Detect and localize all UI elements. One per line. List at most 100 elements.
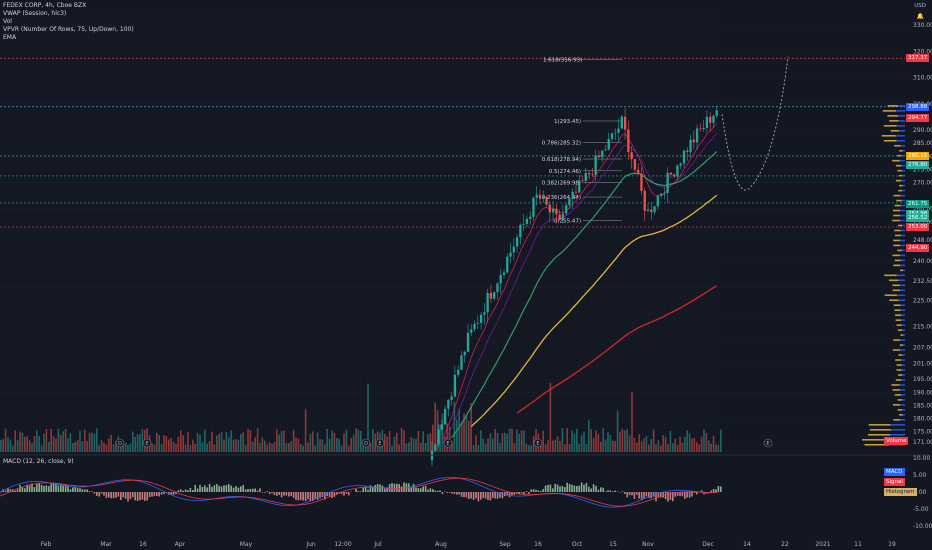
macd-tag[interactable]: Histogram bbox=[884, 488, 917, 496]
macd-axis-label: 5.00 bbox=[913, 472, 927, 479]
macd-histogram-bar bbox=[542, 489, 544, 492]
vpvr-bar-up bbox=[892, 289, 901, 292]
price-tag[interactable]: 244.90 bbox=[906, 244, 930, 253]
price-tag[interactable]: 317.37 bbox=[906, 54, 930, 63]
candle-body bbox=[682, 150, 686, 164]
volume-bar bbox=[328, 438, 331, 452]
macd-histogram-bar bbox=[271, 492, 273, 494]
macd-tag[interactable]: MACD bbox=[884, 468, 905, 476]
macd-histogram-bar bbox=[127, 492, 129, 502]
macd-histogram-bar bbox=[427, 489, 429, 492]
volume-bar bbox=[100, 440, 103, 452]
event-marker-letter: E bbox=[145, 441, 148, 447]
ema-line bbox=[516, 285, 718, 414]
macd-histogram-bar bbox=[602, 487, 604, 492]
price-tag[interactable]: 294.77 bbox=[906, 113, 930, 122]
vpvr-bar-down bbox=[903, 334, 905, 336]
volume-bar bbox=[280, 431, 283, 452]
macd-histogram-bar bbox=[304, 492, 307, 502]
vpvr-bar-up bbox=[896, 154, 902, 157]
macd-histogram-bar bbox=[31, 483, 33, 492]
macd-histogram-bar bbox=[345, 492, 348, 494]
macd-histogram-bar bbox=[585, 482, 588, 492]
time-axis-label: 19 bbox=[888, 541, 896, 548]
volume-bar bbox=[410, 437, 412, 452]
price-tag[interactable]: 280.15 bbox=[906, 151, 930, 160]
price-tag[interactable]: 256.52 bbox=[906, 213, 930, 222]
macd-histogram-bar bbox=[235, 486, 237, 492]
chart-legend: FEDEX CORP, 4h, Cboe BZX VWAP (Session, … bbox=[3, 2, 134, 42]
symbol-title[interactable]: FEDEX CORP, 4h, Cboe BZX bbox=[3, 2, 87, 9]
macd-histogram-bar bbox=[79, 488, 81, 492]
price-tag[interactable]: 276.80 bbox=[906, 160, 930, 169]
volume-bar bbox=[484, 443, 487, 452]
vpvr-bar-up bbox=[897, 224, 903, 227]
macd-histogram-bar bbox=[196, 488, 199, 492]
vpvr-bar-up bbox=[861, 438, 888, 441]
macd-histogram-bar bbox=[499, 492, 501, 498]
vpvr-bar-down bbox=[896, 274, 905, 277]
volume-bar bbox=[475, 435, 477, 452]
macd-histogram-bar bbox=[396, 483, 398, 492]
volume-bar bbox=[163, 435, 165, 452]
volume-bar bbox=[153, 445, 156, 452]
macd-histogram-bar bbox=[588, 486, 590, 492]
price-tag[interactable]: 253.00 bbox=[906, 223, 930, 232]
macd-histogram-bar bbox=[549, 484, 552, 492]
candlesticks[interactable] bbox=[430, 105, 718, 467]
currency-label[interactable]: USD bbox=[914, 3, 926, 9]
event-marker-letter: E bbox=[536, 441, 539, 447]
macd-histogram-bar bbox=[520, 492, 523, 494]
macd-legend[interactable]: MACD (12, 26, close, 9) bbox=[3, 458, 74, 465]
macd-histogram-bar bbox=[672, 492, 674, 502]
volume-bar bbox=[331, 430, 333, 452]
macd-histogram-bar bbox=[55, 483, 57, 492]
price-tag[interactable]: 298.88 bbox=[906, 102, 930, 111]
vpvr-bar-up bbox=[882, 110, 897, 112]
macd-histogram-bar bbox=[710, 490, 712, 492]
macd-histogram-bar bbox=[280, 492, 283, 498]
candle-body bbox=[702, 127, 705, 130]
macd-histogram-bar bbox=[76, 487, 79, 492]
volume-bar bbox=[480, 430, 482, 452]
macd-histogram-bar bbox=[571, 484, 573, 492]
macd-histogram-bar bbox=[273, 492, 276, 495]
vpvr-bar-up bbox=[893, 239, 901, 242]
fib-level-label: 0.786(285.32) bbox=[542, 140, 581, 146]
volume-bar bbox=[309, 433, 312, 452]
macd-histogram-bar bbox=[84, 489, 86, 492]
vpvr-indicator-label[interactable]: VPVR (Number Of Rows, 75, Up/Down, 100) bbox=[3, 26, 134, 33]
volume-bar bbox=[652, 429, 655, 452]
fibonacci-retracement[interactable]: 1.618(316.93) 1(293.45) 0.786(285.32) 0.618… bbox=[542, 57, 622, 225]
candle-body bbox=[686, 150, 689, 153]
macd-histogram-bar bbox=[590, 488, 592, 492]
price-tag[interactable]: 261.75 bbox=[906, 200, 930, 209]
volume-tag[interactable]: Volume bbox=[884, 437, 909, 445]
ema-indicator-label[interactable]: EMA bbox=[3, 34, 17, 41]
projection-path[interactable] bbox=[721, 56, 789, 191]
candle-body bbox=[607, 138, 610, 150]
volume-bar bbox=[127, 444, 129, 452]
volume-indicator-label[interactable]: Vol bbox=[3, 18, 12, 25]
macd-axis[interactable]: 10.00 5.00 0.00 -5.00 -10.00 bbox=[913, 455, 932, 530]
macd-histogram-bar bbox=[628, 492, 631, 496]
macd-histogram-bar bbox=[489, 492, 492, 501]
macd-histogram-bar bbox=[50, 483, 52, 492]
vwap-indicator-label[interactable]: VWAP (Session, hlc3) bbox=[3, 10, 67, 17]
macd-tag[interactable]: Signal bbox=[884, 478, 905, 486]
volume-bar bbox=[369, 442, 372, 452]
macd-histogram-bar bbox=[120, 492, 122, 500]
volume-bar bbox=[576, 428, 578, 452]
volume-bar bbox=[189, 445, 192, 452]
candle-body bbox=[614, 132, 617, 134]
vpvr-bar-up bbox=[899, 414, 903, 416]
volume-bar bbox=[556, 436, 559, 452]
volume-bar bbox=[45, 429, 48, 452]
time-axis-label: Apr bbox=[175, 541, 186, 548]
alert-bell-icon[interactable]: 🔔 bbox=[916, 13, 924, 20]
time-axis[interactable]: Feb Mar 16 Apr May Jun 12:00 Jul Aug Sep 16 Oct 15 No… bbox=[41, 541, 896, 548]
vpvr-bar-down bbox=[900, 204, 905, 207]
macd-histogram-bar bbox=[703, 492, 705, 495]
